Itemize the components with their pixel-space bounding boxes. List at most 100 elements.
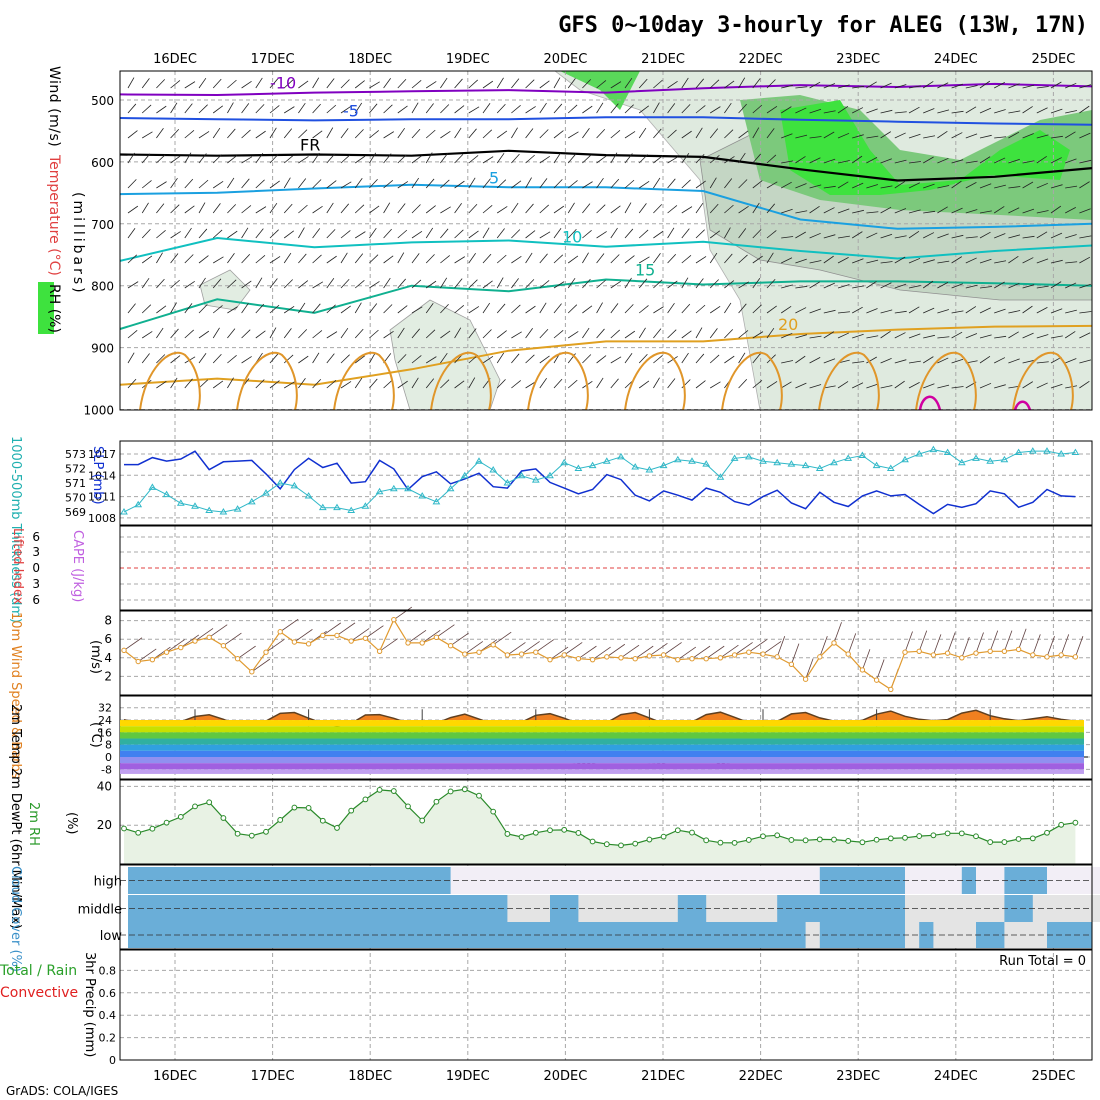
rh-point [603, 841, 610, 848]
wind-barb [482, 178, 491, 189]
wind-barb [539, 129, 549, 139]
wind-barb [468, 377, 476, 389]
wind-barb [539, 377, 548, 389]
wind-barb [241, 178, 250, 189]
wind-barb [397, 105, 408, 114]
thickness-point [148, 483, 157, 490]
wind-barb [724, 129, 734, 139]
wind-barb [937, 282, 949, 289]
wind-barb [937, 233, 949, 239]
wind-barb [923, 383, 935, 389]
wind-barb [425, 329, 436, 339]
wind-barb [553, 205, 565, 214]
date-label-top: 24DEC [934, 52, 978, 67]
wind-barb [170, 253, 179, 264]
wind-barb [1008, 255, 1019, 264]
wind-barb [866, 335, 879, 339]
wind-barb [624, 77, 633, 89]
wind-speed-point [348, 638, 354, 644]
wind-barb [269, 256, 281, 264]
wind-barb [709, 381, 721, 389]
wind-barb [1079, 359, 1092, 364]
wind-barb [553, 254, 564, 264]
wind-barb [738, 152, 746, 164]
wind-barb [653, 102, 660, 114]
rh-point [177, 813, 184, 820]
wind-barb [1022, 381, 1033, 389]
wind-barb [454, 154, 464, 164]
wind-barb [1008, 131, 1020, 139]
wind-barb [667, 80, 678, 89]
wind-barb [752, 304, 762, 314]
wind-barb [1079, 283, 1091, 289]
wind-barb [979, 286, 992, 289]
wind-barb [965, 160, 978, 164]
wind-barb [255, 303, 265, 314]
wind-speed-point [1044, 654, 1050, 660]
wind-speed-point [305, 641, 312, 647]
rh-point [319, 817, 326, 824]
isotherm-label: 20 [778, 315, 798, 334]
wind-barb [596, 80, 607, 89]
date-label-bottom: 25DEC [1031, 1069, 1075, 1084]
wind-barb [709, 279, 719, 289]
wind-barb [227, 230, 238, 239]
thickness-point [617, 452, 625, 460]
wind-barb [823, 110, 836, 114]
date-label-bottom: 24DEC [934, 1069, 978, 1084]
wind-barb [283, 328, 292, 339]
wind-barb [681, 179, 691, 189]
wind-barb [1065, 158, 1077, 164]
wind-barb [582, 278, 591, 289]
wind-barb-10m [592, 646, 611, 660]
wind-barb [227, 354, 237, 364]
thickness-point [986, 457, 995, 464]
cloud-level-label: high [94, 875, 122, 890]
wind-barb [852, 333, 864, 339]
precip-axis-label: 3hr Precip (mm) [82, 952, 97, 1057]
wind-barb [269, 278, 278, 289]
wind-barb-10m [649, 642, 668, 657]
thickness-point [929, 445, 938, 453]
wind-barb [397, 278, 406, 289]
wind-barb [298, 156, 309, 164]
wind-barb [809, 157, 821, 164]
wind-barb [553, 303, 562, 314]
rh-point [944, 830, 951, 837]
cloud-clear-block [805, 922, 820, 948]
thickness-point [645, 465, 654, 473]
wind-barb [184, 303, 193, 314]
wind-speed-point [561, 652, 567, 658]
wind-barb [908, 333, 921, 339]
wind-speed-point [178, 644, 184, 651]
wind-barb [781, 332, 793, 339]
wind-barb [781, 284, 793, 289]
wind-barb [937, 157, 949, 164]
wind-barb [951, 234, 964, 239]
rh-shade-90 [780, 100, 1070, 195]
wind-barb [298, 253, 307, 264]
wind-barb [795, 231, 806, 239]
wind-barb [241, 302, 249, 314]
wind-speed-point [575, 656, 582, 662]
wind-barb [979, 231, 991, 239]
wind-barb [241, 253, 251, 264]
wind-barb [170, 355, 181, 364]
rh-point [1029, 835, 1036, 842]
wind-barb [610, 129, 621, 139]
wind-barb [198, 255, 209, 264]
wind-barb [425, 303, 434, 314]
rh-shade-30 [199, 269, 251, 311]
wind-barb [994, 335, 1007, 339]
wind-barb [468, 252, 477, 264]
isotherm-label: 5 [489, 168, 499, 187]
wind-barb [766, 105, 778, 114]
wind-barb [539, 155, 550, 164]
thickness-point [872, 461, 881, 469]
wind-barb [326, 278, 335, 289]
surface-temp-contour [139, 352, 201, 411]
wind-barb [1022, 106, 1033, 114]
wind-barb [440, 228, 449, 239]
wind-barb [724, 302, 732, 314]
